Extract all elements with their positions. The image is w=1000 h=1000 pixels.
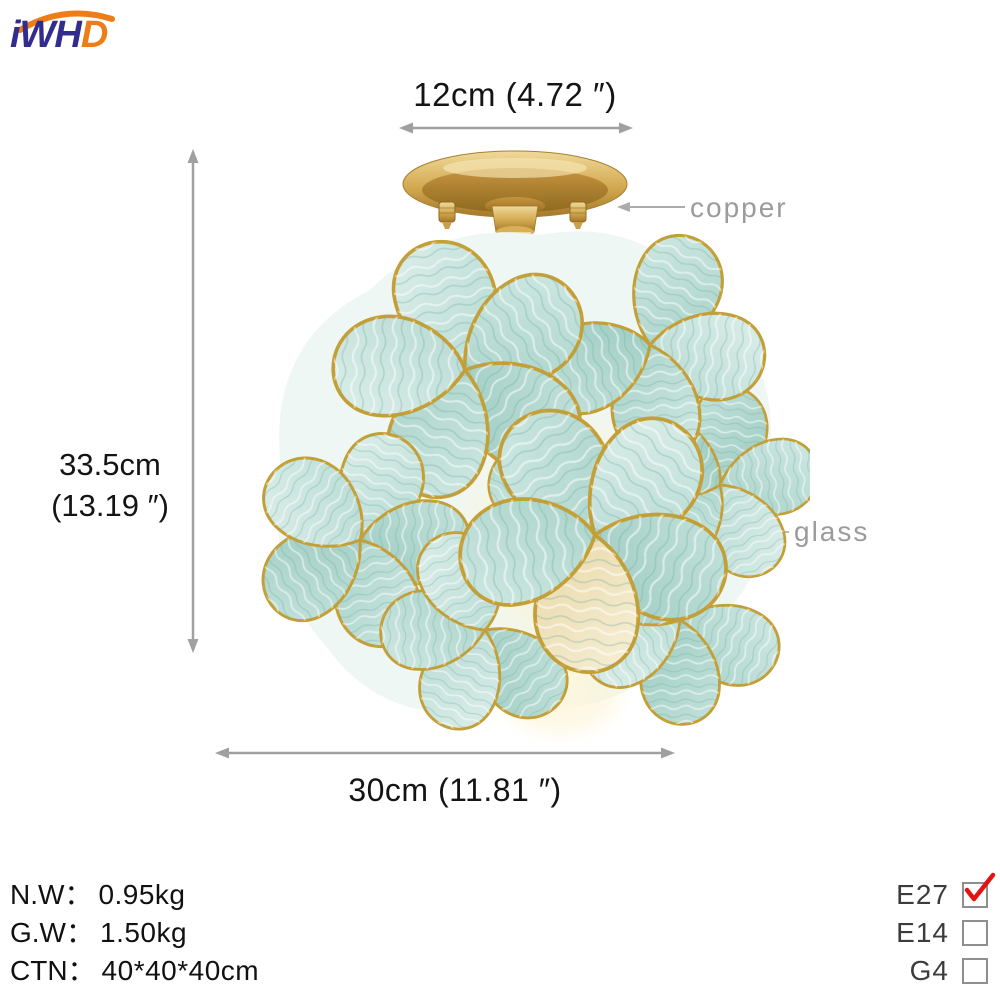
shade-width-label: 30cm (11.81 ″) <box>348 772 562 808</box>
height-label-line2: (13.19 ″) <box>51 488 169 523</box>
logo-swoosh-icon <box>17 10 115 33</box>
canopy-screw-left <box>438 201 456 229</box>
socket-row-g4: G4 <box>828 952 988 990</box>
spec-value: 40*40*40cm <box>101 955 260 986</box>
socket-row-e27: E27 <box>828 872 996 914</box>
spec-row-gross-weight: G.W： 1.50kg <box>10 914 259 952</box>
checkbox-e27-checked <box>962 872 996 908</box>
canopy-width-label: 12cm (4.72 ″) <box>413 76 617 113</box>
brand-text-orange: D <box>80 14 108 56</box>
brand-logo-text: iWHD <box>10 14 108 56</box>
spec-value: 0.95kg <box>98 879 186 910</box>
height-label: 33.5cm (13.19 ″) <box>20 444 200 526</box>
socket-label: E27 <box>896 879 949 910</box>
spec-row-carton: CTN： 40*40*40cm <box>10 952 259 990</box>
spec-label: N.W： <box>10 879 93 910</box>
spec-value: 1.50kg <box>100 917 188 948</box>
height-label-line1: 33.5cm <box>59 447 161 482</box>
spec-label: G.W： <box>10 917 94 948</box>
socket-label: G4 <box>909 955 949 986</box>
ceiling-canopy <box>402 150 628 218</box>
canopy-width-arrow <box>399 122 633 134</box>
copper-arrow <box>617 202 685 212</box>
brand-logo: iWHD <box>10 8 130 60</box>
brand-text-blue: iWH <box>10 14 82 56</box>
checkbox-g4-unchecked <box>962 958 988 984</box>
socket-row-e14: E14 <box>828 914 988 952</box>
checkbox-e14-unchecked <box>962 920 988 946</box>
spec-row-net-weight: N.W： 0.95kg <box>10 876 259 914</box>
socket-options: E27 E14 G4 <box>828 872 996 990</box>
socket-label: E14 <box>896 917 949 948</box>
spec-label: CTN： <box>10 955 96 986</box>
height-arrow <box>187 149 199 653</box>
copper-label: copper <box>690 192 788 223</box>
glass-label: glass <box>794 516 870 547</box>
check-icon <box>964 872 996 902</box>
glass-shade <box>250 220 810 745</box>
spec-list: N.W： 0.95kg G.W： 1.50kg CTN： 40*40*40cm <box>10 876 259 990</box>
canopy-screw-right <box>569 201 587 229</box>
product-image <box>250 150 810 745</box>
shade-width-arrow <box>215 747 675 759</box>
